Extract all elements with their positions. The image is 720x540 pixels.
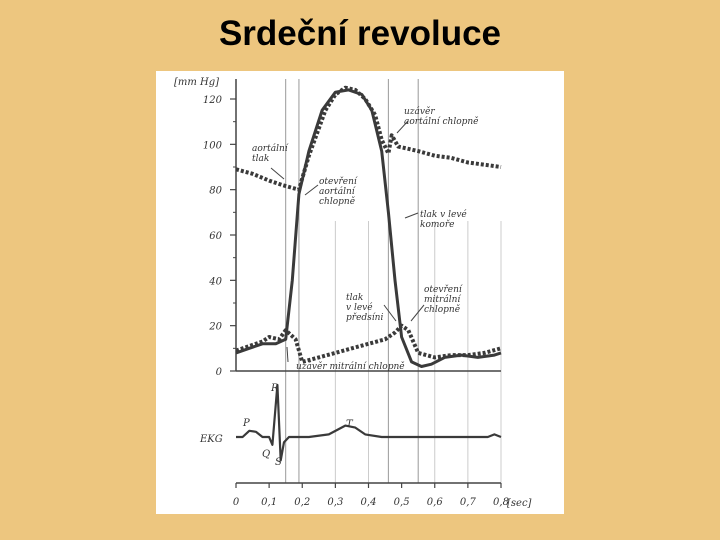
ekg-trace	[236, 383, 502, 462]
y-tick-label: 120	[203, 95, 223, 106]
annotation-mitral-open: otevření mitrální chlopně	[424, 284, 465, 315]
arrow-lv-pressure	[404, 212, 419, 219]
cardiac-cycle-figure: [mm Hg] [sec] EKG 0 20 40 60 80 100 120 0 0,1 0,…	[174, 77, 532, 509]
figure-panel: [mm Hg] [sec] EKG 0 20 40 60 80 100 120 0 0,1 0,…	[156, 71, 564, 514]
y-axis-label: [mm Hg]	[174, 77, 219, 88]
annotation-lv-pressure: tlak v levé komoře	[420, 209, 470, 230]
x-tick-label: 0,6	[427, 497, 444, 508]
ekg-wave-r: R	[270, 383, 279, 394]
annotation-aortic-pressure: aortální tlak	[252, 143, 291, 164]
x-tick-label: 0,2	[294, 497, 310, 508]
y-tick-label: 0	[216, 367, 223, 378]
annotation-mitral-close: uzávěr mitrální chlopně	[296, 361, 405, 372]
x-tick-label: 0	[233, 497, 240, 508]
y-tick-label: 60	[209, 231, 222, 242]
y-tick-label: 20	[208, 322, 222, 333]
ekg-wave-p: P	[242, 418, 250, 429]
aortic-pressure-line	[235, 85, 502, 192]
arrow-aortic-valve-open	[304, 184, 319, 196]
annotation-la-pressure: tlak v levé předsíni	[346, 293, 383, 323]
arrow-aortic-pressure	[270, 167, 285, 180]
arrow-aortic-valve-close	[396, 120, 409, 134]
arrow-la-pressure	[383, 304, 397, 322]
x-tick-label: 0,4	[361, 497, 377, 508]
ekg-wave-q: Q	[262, 449, 270, 460]
y-tick-label: 80	[209, 186, 222, 197]
arrow-mitral-open	[410, 304, 425, 322]
x-axis-label: [sec]	[507, 498, 532, 509]
ekg-label: EKG	[199, 434, 223, 445]
y-tick-label: 100	[203, 140, 223, 151]
annotation-aortic-valve-close: uzávěr aortální chlopně	[404, 106, 479, 127]
x-tick-label: 0,8	[493, 497, 509, 508]
y-tick-label: 40	[208, 276, 222, 287]
annotation-aortic-valve-open: otevření aortální chlopně	[319, 176, 360, 207]
ekg-wave-s: S	[275, 457, 282, 468]
x-tick-label: 0,5	[394, 497, 410, 508]
arrow-mitral-close	[286, 346, 289, 363]
x-tick-label: 0,7	[460, 497, 477, 508]
la-pressure-line	[235, 323, 502, 364]
ekg-wave-t: T	[346, 419, 354, 430]
x-tick-label: 0,1	[261, 497, 277, 508]
x-tick-label: 0,3	[327, 497, 343, 508]
slide-title: Srdeční revoluce	[218, 14, 502, 53]
